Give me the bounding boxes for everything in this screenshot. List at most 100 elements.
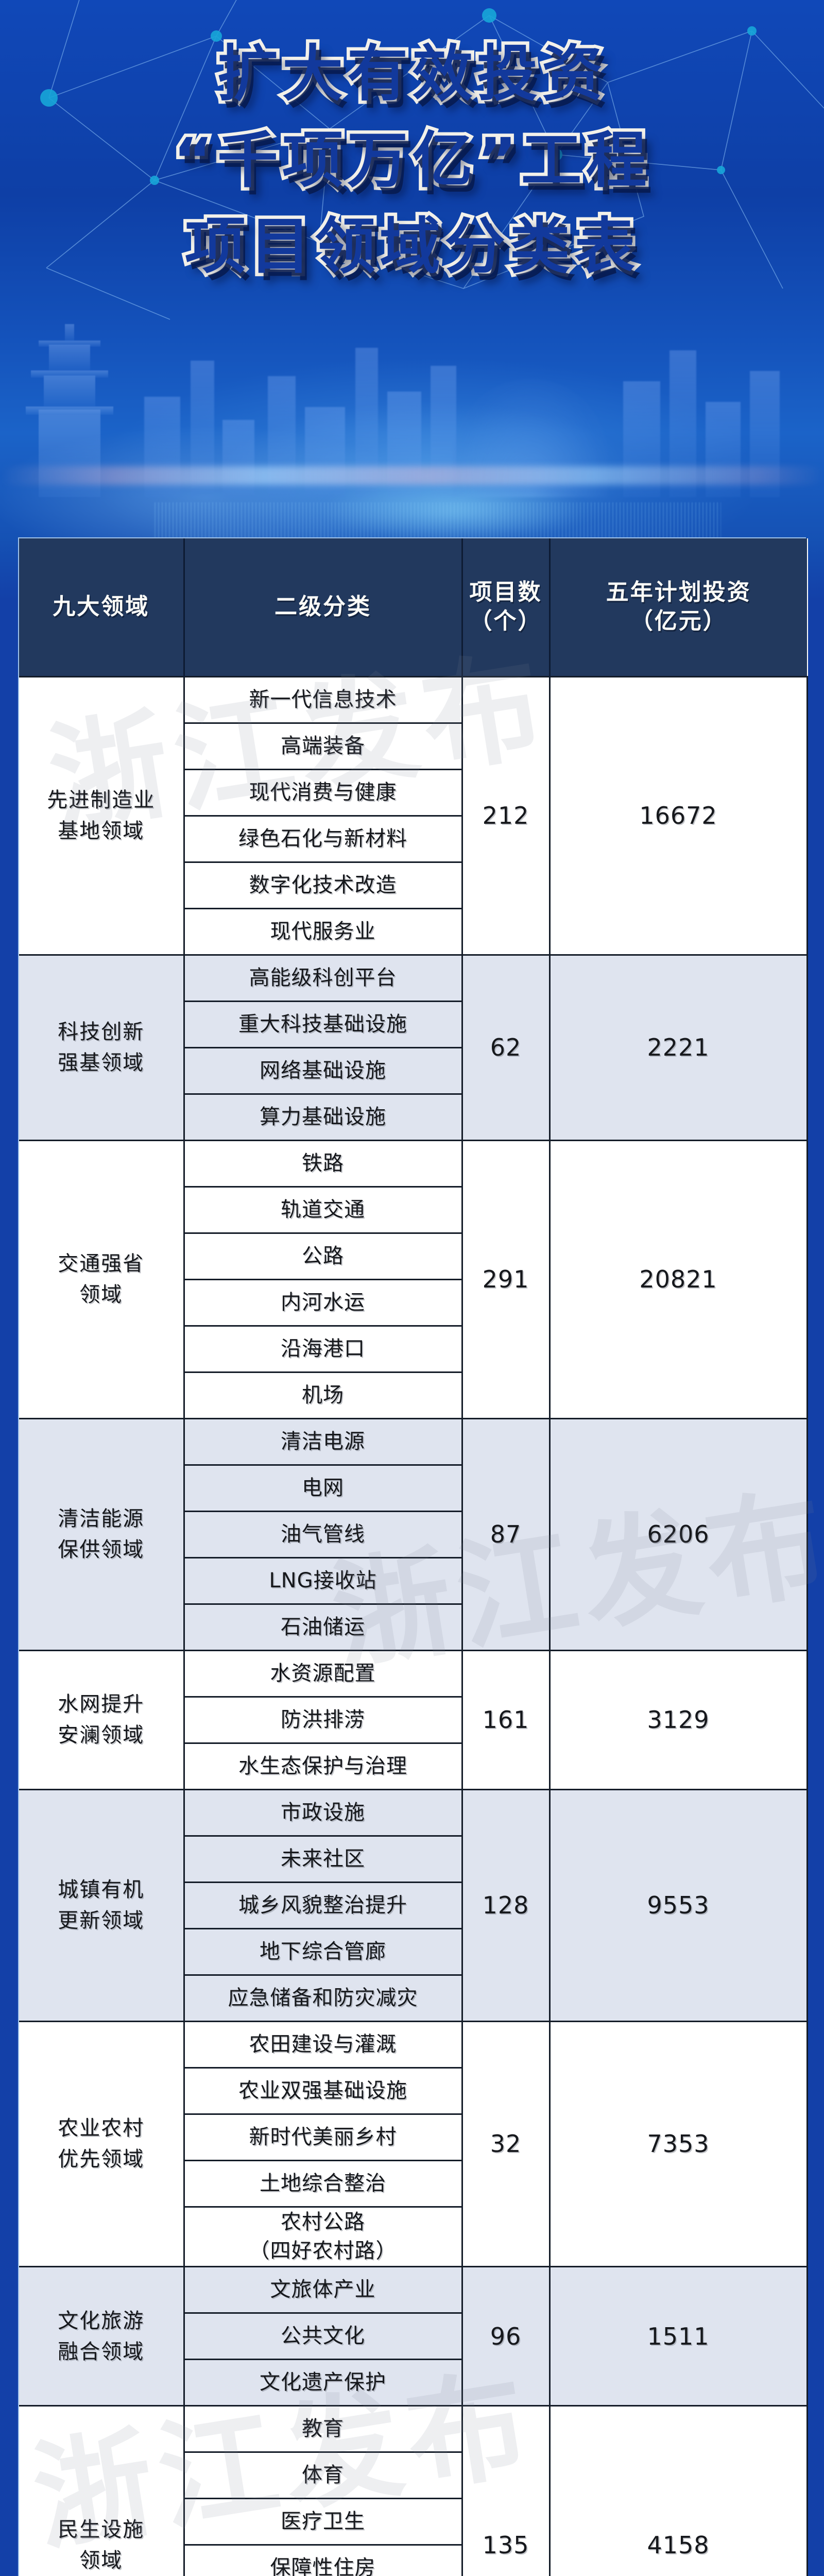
project-count-cell-8: 135 (461, 2405, 551, 2576)
field-cell-line: 融合领域 (58, 2340, 145, 2364)
field-cell-4: 水网提升 安澜领域 (19, 1649, 185, 1790)
field-cell-1: 科技创新 强基领域 (19, 954, 185, 1141)
subcategory-cell: 水生态保护与治理 (183, 1742, 463, 1790)
subcategory-cell: 未来社区 (183, 1835, 463, 1883)
project-count-cell-7: 96 (461, 2266, 551, 2407)
subcategory-line: 教育 (302, 2417, 344, 2441)
subcategory-cell: 农田建设与灌溉 (183, 2020, 463, 2069)
table-row: 油气管线 (19, 1510, 807, 1558)
table-row: 地下综合管廊 (19, 1927, 807, 1976)
subcategory-cell: 应急储备和防灾减灾 (183, 1974, 463, 2022)
investment-cell-3: 6206 (548, 1417, 808, 1651)
table-row: 未来社区 (19, 1835, 807, 1883)
investment-cell-1: 2221 (548, 954, 808, 1141)
subcategory-line: 铁路 (302, 1151, 344, 1175)
table-row: 土地综合整治 (19, 2159, 807, 2208)
table-row: 农业双强基础设施 (19, 2066, 807, 2115)
title-line-3: 项目领域分类表 (181, 208, 639, 285)
subcategory-line: 地下综合管廊 (260, 1939, 386, 1963)
table-row: 民生设施 领域 教育 135 4158 (19, 2405, 808, 2576)
subcategory-cell: 农业双强基础设施 (183, 2066, 463, 2115)
table-row: 城镇有机 更新领域 市政设施 128 9553 (19, 1788, 808, 2022)
field-cell-line: 基地领域 (58, 819, 145, 843)
subcategory-line: 医疗卫生 (281, 2510, 365, 2534)
field-cell-line: 城镇有机 (58, 1878, 145, 1902)
subcategory-line: 农村公路 (281, 2210, 365, 2234)
field-cell-5: 城镇有机 更新领域 (19, 1788, 185, 2022)
header-project-count-line2: （个） (469, 608, 542, 635)
subcategory-cell: 重大科技基础设施 (183, 1000, 463, 1048)
subcategory-line: 重大科技基础设施 (238, 1012, 407, 1036)
network-graphic (0, 0, 824, 330)
investment-cell-4: 3129 (548, 1649, 808, 1790)
subcategory-line: 沿海港口 (281, 1336, 365, 1361)
field-cell-2: 交通强省 领域 (19, 1139, 185, 1419)
subcategory-line: （四好农村路） (249, 2239, 397, 2263)
subcategory-cell: 算力基础设施 (183, 1093, 463, 1141)
table-row: 绿色石化与新材料 (19, 815, 807, 863)
subcategory-line: 机场 (302, 1383, 344, 1407)
table-row: 沿海港口 (19, 1325, 807, 1373)
table-row: 保障性住房 (19, 2544, 807, 2576)
table-row: 轨道交通 (19, 1185, 807, 1234)
subcategory-line: 清洁电源 (281, 1429, 365, 1453)
subcategory-line: 油气管线 (281, 1522, 365, 1546)
table-row: 交通强省 领域 铁路 291 20821 (19, 1139, 808, 1419)
subcategory-cell: 医疗卫生 (183, 2498, 463, 2546)
investment-cell-8: 4158 (548, 2405, 808, 2576)
table-row: 算力基础设施 (19, 1093, 807, 1141)
project-count-cell-4: 161 (461, 1649, 551, 1790)
field-cell-6: 农业农村 优先领域 (19, 2020, 185, 2268)
table-row: 公共文化 (19, 2312, 807, 2361)
subcategory-cell: 土地综合整治 (183, 2159, 463, 2208)
subcategory-cell: 防洪排涝 (183, 1696, 463, 1744)
subcategory-line: 新一代信息技术 (249, 687, 397, 711)
subcategory-line: 水生态保护与治理 (238, 1754, 407, 1778)
subcategory-cell: 数字化技术改造 (183, 861, 463, 909)
field-cell-7: 文化旅游 融合领域 (19, 2266, 185, 2407)
subcategory-cell: 水资源配置 (183, 1649, 463, 1698)
horizon-light-streak (0, 466, 824, 485)
subcategory-cell: 现代服务业 (183, 907, 463, 956)
subcategory-line: 新时代美丽乡村 (249, 2125, 397, 2149)
table-row: 农村公路 （四好农村路） (19, 2206, 807, 2268)
subcategory-line: 高能级科创平台 (249, 965, 397, 990)
investment-cell-7: 1511 (548, 2266, 808, 2407)
table-row: 网络基础设施 (19, 1046, 807, 1095)
table-row: LNG接收站 (19, 1556, 807, 1605)
subcategory-cell: 石油储运 (183, 1603, 463, 1651)
table-row: 水网提升 安澜领域 水资源配置 161 3129 (19, 1649, 808, 1790)
subcategory-cell: 城乡风貌整治提升 (183, 1881, 463, 1929)
table-row: 石油储运 (19, 1603, 807, 1651)
subcategory-line: 绿色石化与新材料 (238, 826, 407, 851)
investment-cell-5: 9553 (548, 1788, 808, 2022)
table-body: 先进制造业 基地领域 新一代信息技术 212 16672 高端装备 现代消费与健康 绿色石化与… (19, 675, 808, 2576)
subcategory-cell: 电网 (183, 1464, 463, 1512)
subcategory-line: LNG接收站 (269, 1568, 377, 1592)
table-row: 科技创新 强基领域 高能级科创平台 62 2221 (19, 954, 808, 1141)
field-cell-line: 科技创新 (58, 1020, 145, 1044)
subcategory-line: 算力基础设施 (260, 1105, 386, 1129)
field-cell-line: 清洁能源 (58, 1507, 145, 1531)
subcategory-line: 内河水运 (281, 1290, 365, 1314)
subcategory-line: 现代服务业 (270, 919, 376, 943)
subcategory-line: 保障性住房 (270, 2556, 376, 2576)
subcategory-line: 城乡风貌整治提升 (238, 1893, 407, 1917)
subcategory-cell: 农村公路 （四好农村路） (183, 2206, 463, 2268)
table-row: 现代消费与健康 (19, 768, 807, 817)
classification-table: 九大领域 二级分类 项目数 （个） 五年计划投资 （亿元） 先进制造业 基地领域新… (18, 537, 808, 2576)
subcategory-cell: 公共文化 (183, 2312, 463, 2361)
city-skyline-silhouette (0, 276, 824, 497)
subcategory-cell: 市政设施 (183, 1788, 463, 1837)
header-investment-line1: 五年计划投资 (606, 579, 751, 605)
table-row: 新时代美丽乡村 (19, 2113, 807, 2161)
project-count-cell-6: 32 (461, 2020, 551, 2268)
field-cell-line: 交通强省 (58, 1252, 145, 1276)
field-cell-line: 文化旅游 (58, 2309, 145, 2333)
table-row: 文化遗产保护 (19, 2359, 807, 2407)
table-row: 先进制造业 基地领域 新一代信息技术 212 16672 (19, 675, 808, 956)
investment-cell-0: 16672 (548, 675, 808, 956)
subcategory-line: 网络基础设施 (260, 1058, 386, 1082)
subcategory-cell: 新一代信息技术 (183, 675, 463, 724)
table-row: 应急储备和防灾减灾 (19, 1974, 807, 2022)
